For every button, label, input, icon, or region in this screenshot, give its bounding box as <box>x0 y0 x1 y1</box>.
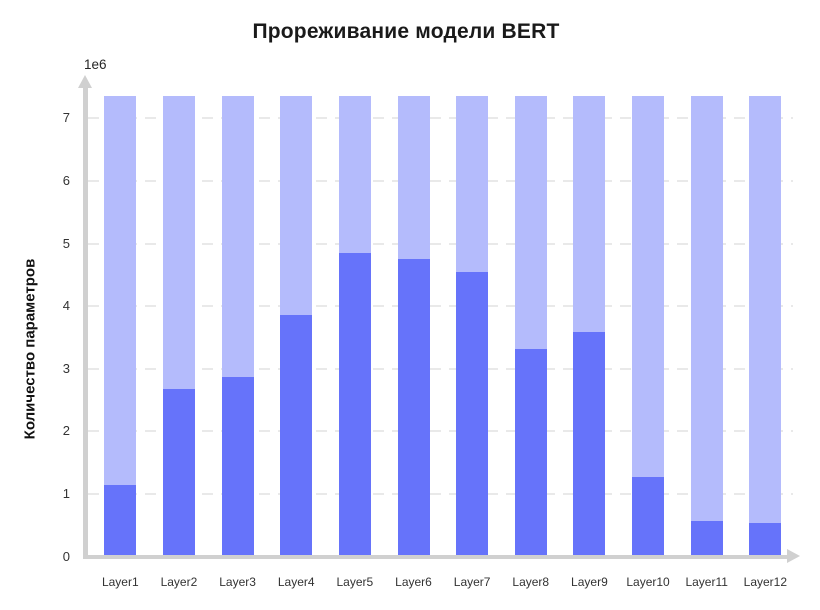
ytick-label-5: 5 <box>62 235 70 251</box>
bar-layer11-parameters-after-pruning <box>690 520 723 557</box>
xtick-label-layer3: Layer3 <box>219 575 256 589</box>
xtick-label-layer8: Layer8 <box>512 575 550 589</box>
ytick-label-1: 1 <box>62 485 70 501</box>
x-axis-line <box>83 554 788 559</box>
bar-layer9-parameters-after-pruning <box>573 332 606 557</box>
gridline-y3 <box>88 367 793 370</box>
y-axis-line <box>83 86 88 559</box>
xtick-label-layer9: Layer9 <box>571 575 608 589</box>
bar-layer4-parameters-after-pruning <box>280 314 313 557</box>
ytick-label-2: 2 <box>62 423 70 439</box>
bar-layer6-parameters-after-pruning <box>397 258 430 557</box>
y-axis-arrow-icon <box>77 75 92 88</box>
bar-layer1-parameters-before-pruning <box>104 96 137 557</box>
xtick-label-layer10: Layer10 <box>626 575 670 589</box>
gridline-y6 <box>88 179 793 182</box>
bar-layer8-parameters-after-pruning <box>514 348 547 557</box>
y-axis-offset-label: 1e6 <box>84 57 107 72</box>
bar-layer12-parameters-after-pruning <box>749 522 782 557</box>
y-axis-title: Количество параметров <box>21 258 39 440</box>
xtick-label-layer7: Layer7 <box>453 575 491 589</box>
xtick-label-layer2: Layer2 <box>160 575 198 589</box>
gridline-y1 <box>88 492 793 495</box>
chart-title: Прореживание модели BERT <box>252 20 560 43</box>
bar-layer11-parameters-before-pruning <box>690 96 723 557</box>
bar-layer1-parameters-after-pruning <box>104 485 137 557</box>
xtick-label-layer4: Layer4 <box>277 575 315 589</box>
x-axis-arrow-icon <box>787 549 800 563</box>
bar-layer5-parameters-after-pruning <box>338 252 371 557</box>
ytick-label-4: 4 <box>62 298 70 314</box>
bar-layer12-parameters-before-pruning <box>749 96 782 557</box>
gridline-y4 <box>88 305 793 308</box>
ytick-label-0: 0 <box>62 548 70 564</box>
bar-layer10-parameters-after-pruning <box>632 476 665 557</box>
bar-layer3-parameters-after-pruning <box>221 376 254 557</box>
xtick-label-layer1: Layer1 <box>101 575 139 589</box>
ytick-label-7: 7 <box>62 110 70 126</box>
xtick-label-layer12: Layer12 <box>743 575 788 589</box>
xtick-label-layer11: Layer11 <box>685 575 728 589</box>
bar-layer2-parameters-after-pruning <box>162 388 195 557</box>
gridline-y2 <box>88 430 793 433</box>
ytick-label-6: 6 <box>62 172 70 188</box>
ytick-label-3: 3 <box>62 360 70 376</box>
gridline-y7 <box>88 117 793 120</box>
bar-layer7-parameters-after-pruning <box>456 272 489 557</box>
gridline-y5 <box>88 242 793 245</box>
xtick-label-layer6: Layer6 <box>395 575 432 589</box>
xtick-label-layer5: Layer5 <box>336 575 374 589</box>
